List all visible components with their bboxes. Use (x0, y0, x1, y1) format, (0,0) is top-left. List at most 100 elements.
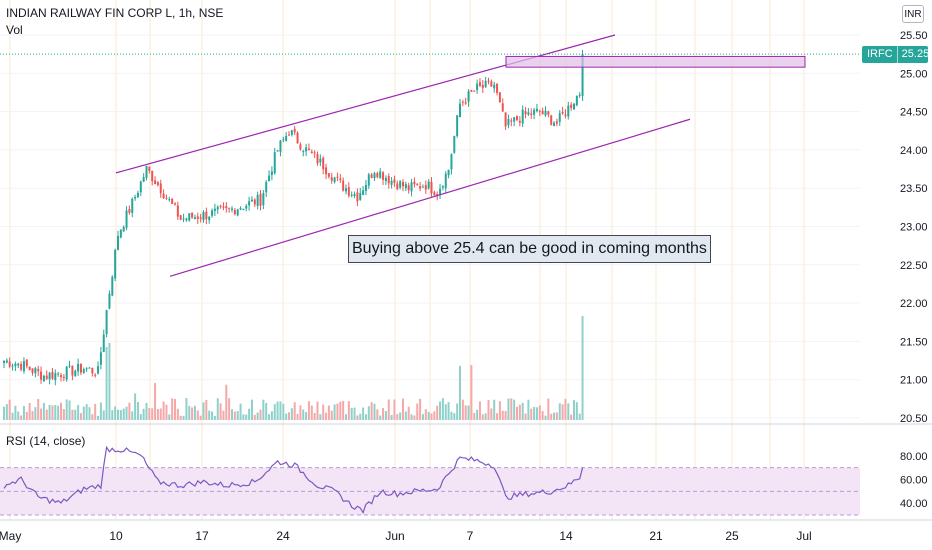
volume-bar (342, 400, 345, 420)
candle-body (111, 276, 114, 296)
volume-bar (399, 412, 402, 420)
candle-body (159, 183, 162, 194)
volume-bar (273, 404, 276, 420)
candle-body (444, 173, 447, 189)
price-tick-label: 24.00 (900, 145, 928, 157)
candle-body (85, 368, 88, 370)
price-tag-symbol: IRFC (862, 46, 898, 63)
volume-bar (242, 414, 245, 420)
volume-bar (248, 408, 251, 420)
candle-body (71, 365, 74, 376)
volume-label: Vol (6, 23, 23, 37)
candle-body (17, 363, 20, 366)
candle-body (330, 177, 333, 181)
volume-bar (410, 414, 413, 420)
volume-bar (77, 404, 80, 420)
volume-bar (561, 404, 564, 420)
candle-body (533, 109, 536, 115)
candle-body (265, 182, 268, 193)
volume-bar (336, 403, 339, 420)
candle-body (578, 94, 581, 96)
rsi-tick-label: 80.00 (900, 451, 928, 463)
volume-bar (339, 401, 342, 420)
volume-bar (28, 402, 31, 420)
candle-body (527, 112, 530, 115)
candle-body (379, 171, 382, 179)
candle-body (307, 148, 310, 151)
drawings[interactable] (0, 34, 860, 277)
volume-bar (159, 408, 162, 420)
volume-bar (185, 398, 188, 420)
candle-body (427, 181, 430, 189)
x-tick-label: 14 (559, 529, 573, 543)
volume-bar (330, 410, 333, 420)
volume-bar (105, 347, 108, 420)
candle-body (57, 373, 60, 375)
candle-body (45, 375, 48, 379)
candle-body (547, 111, 550, 115)
candle-body (276, 150, 279, 152)
volume-bar (216, 398, 219, 420)
candle-body (196, 216, 199, 219)
volume-bar (250, 399, 253, 420)
x-tick-label: Jul (796, 529, 811, 543)
candle-body (356, 192, 359, 202)
volume-bar (151, 408, 154, 420)
volume-bar (102, 410, 105, 420)
currency-badge[interactable]: INR (902, 5, 924, 23)
volume-bar (507, 398, 510, 420)
candle-body (325, 167, 328, 175)
volume-bar (31, 410, 34, 420)
candle-body (564, 114, 567, 116)
volume-bar (239, 403, 242, 420)
candle-body (14, 363, 17, 367)
candle-body (399, 181, 402, 188)
candles[interactable] (3, 49, 584, 386)
candle-body (484, 80, 487, 87)
volume-bar (57, 405, 60, 420)
volume-bar (293, 402, 296, 420)
candle-body (376, 172, 379, 178)
volume-bar (538, 405, 541, 420)
volume-bar (253, 414, 256, 420)
candle-body (516, 116, 518, 120)
volume-bar (555, 412, 558, 420)
volume-bar (97, 415, 100, 420)
candle-body (82, 369, 85, 373)
volume-bar (387, 399, 390, 420)
candle-body (573, 103, 575, 110)
candle-body (288, 134, 290, 136)
volume-bar (504, 411, 507, 420)
volume-bar (25, 411, 28, 420)
candle-body (171, 199, 174, 204)
candle-body (345, 188, 347, 192)
candle-body (570, 104, 573, 109)
candle-body (245, 205, 248, 209)
candle-body (290, 130, 293, 135)
candle-body (419, 186, 422, 189)
volume-bar (535, 407, 538, 420)
candle-body (313, 152, 316, 154)
candle-body (88, 367, 91, 369)
volume-bar (578, 413, 581, 420)
volume-bar (37, 398, 40, 420)
candle-body (441, 186, 444, 188)
candle-body (296, 132, 299, 144)
lower-channel-line (169, 118, 691, 277)
volume-bar (54, 405, 57, 420)
candle-body (555, 121, 558, 124)
candle-body (299, 144, 302, 150)
candle-body (31, 368, 34, 373)
volume-bar (333, 404, 336, 420)
candle-body (433, 192, 436, 196)
annotation-text[interactable]: Buying above 25.4 can be good in coming … (348, 235, 711, 263)
price-tick-label: 23.50 (900, 183, 928, 195)
volume-bar (40, 408, 43, 420)
volume-bar (516, 406, 518, 420)
candle-body (504, 112, 507, 127)
candle-body (464, 102, 467, 104)
candle-body (199, 217, 202, 219)
candle-body (416, 183, 419, 185)
candle-body (558, 113, 561, 122)
